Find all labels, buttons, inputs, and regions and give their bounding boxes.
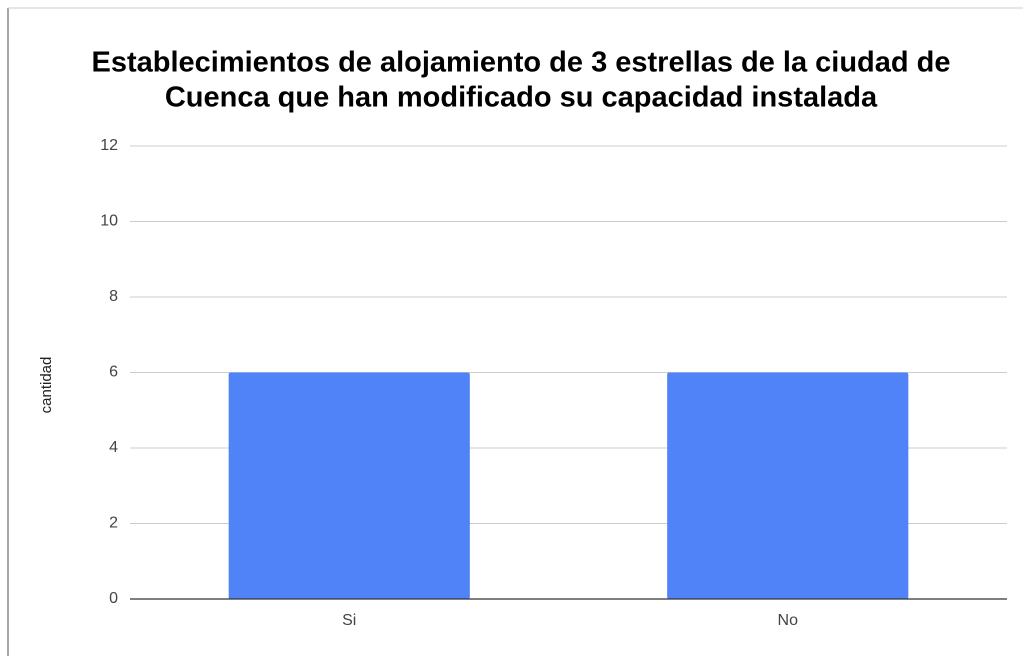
x-tick-label: No [778, 612, 799, 629]
chart-title: Cuenca que han modificado su capacidad i… [165, 82, 878, 114]
y-tick-label: 8 [109, 288, 118, 305]
y-tick-label: 10 [100, 213, 118, 230]
y-tick-label: 6 [109, 364, 118, 381]
y-axis-label: cantidad [38, 357, 55, 414]
y-tick-label: 12 [100, 137, 118, 154]
y-tick-label: 0 [109, 590, 118, 607]
bar [667, 372, 909, 599]
chart-title: Establecimientos de alojamiento de 3 est… [91, 47, 950, 79]
y-tick-label: 2 [109, 515, 118, 532]
bar [228, 372, 470, 599]
y-tick-label: 4 [109, 439, 118, 456]
x-tick-label: Si [342, 612, 356, 629]
